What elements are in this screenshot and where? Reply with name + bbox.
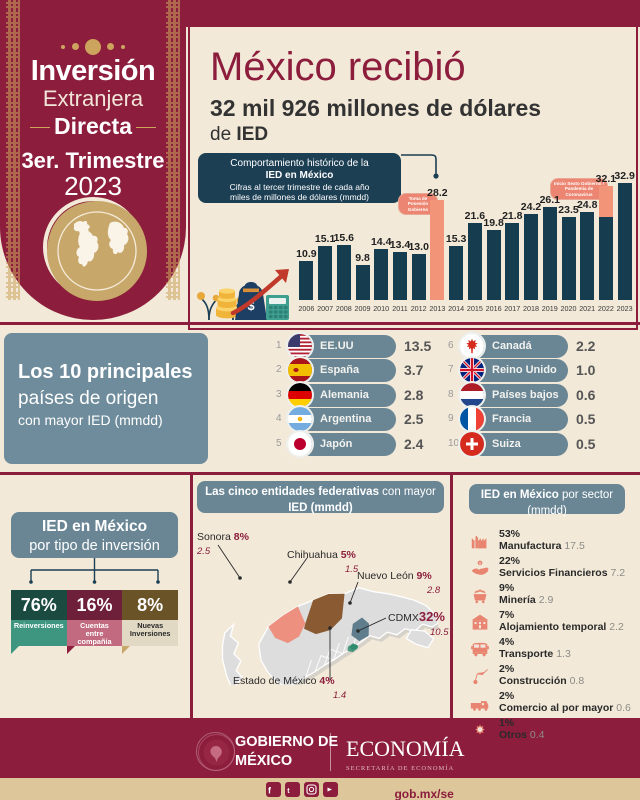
svg-text:$: $ [479,562,481,566]
